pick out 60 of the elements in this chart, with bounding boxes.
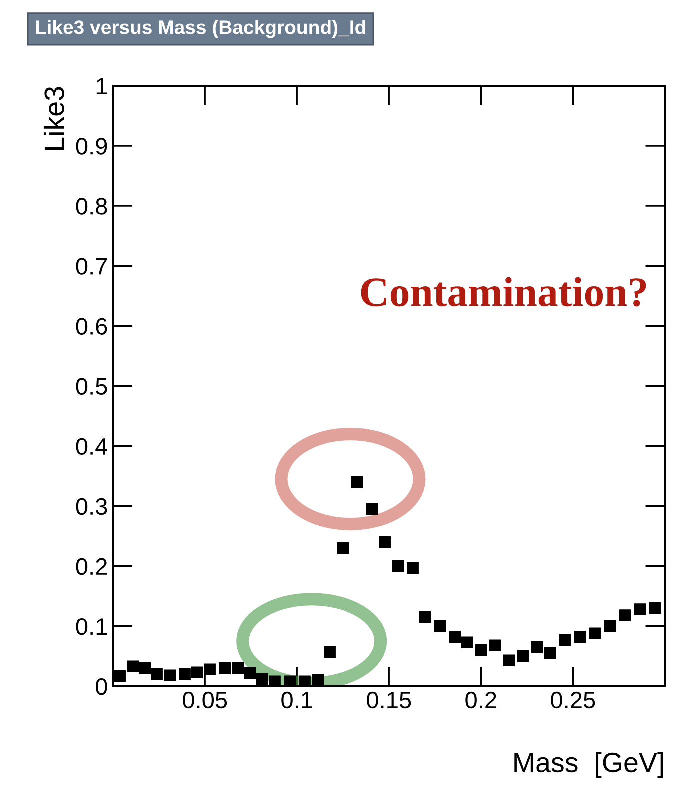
point [475, 644, 488, 656]
point [164, 670, 176, 682]
point [449, 631, 462, 644]
x-tick-label: 0.15 [367, 692, 412, 709]
y-tick-label: 0.4 [76, 438, 108, 456]
point [634, 604, 646, 616]
y-tick-label: 0.6 [76, 318, 108, 335]
point [544, 648, 556, 660]
y-tick-label: 0.2 [76, 558, 108, 576]
point [269, 676, 281, 686]
point [312, 674, 324, 686]
point [151, 668, 163, 680]
y-tick-label: 0 [96, 678, 108, 696]
point [589, 628, 602, 640]
point [219, 662, 232, 674]
point [244, 667, 256, 680]
point [649, 602, 662, 614]
y-tick-label: 0.7 [76, 258, 108, 275]
x-tick-label: 0.05 [183, 692, 228, 709]
point [619, 610, 632, 622]
point [531, 642, 544, 654]
point [284, 676, 296, 686]
point [434, 620, 446, 632]
point [232, 662, 244, 674]
point [604, 620, 616, 632]
point [337, 542, 350, 554]
point [351, 476, 364, 488]
point [366, 503, 378, 516]
point [256, 673, 268, 686]
point [517, 650, 530, 662]
chart-title: Like3 versus Mass (Background)_Id [36, 20, 366, 38]
point [392, 560, 404, 572]
point [114, 670, 126, 682]
point [489, 640, 502, 652]
point [419, 611, 432, 624]
point [324, 646, 336, 658]
point [179, 668, 191, 680]
point [204, 664, 216, 676]
point [407, 562, 419, 574]
point [139, 662, 151, 674]
x-tick-label: 0.1 [282, 692, 312, 709]
point [299, 676, 311, 686]
y-tick-label: 0.9 [76, 138, 108, 155]
y-tick-label: 0.1 [76, 618, 108, 636]
y-tick-label: 0.5 [76, 378, 108, 396]
point [379, 536, 391, 548]
point [503, 654, 516, 667]
x-tick-label: 0.2 [466, 692, 496, 709]
point [559, 634, 572, 646]
point [127, 660, 140, 673]
y-axis-title: Like3 [44, 87, 64, 150]
x-axis-title: Mass [GeV] [514, 752, 664, 778]
point [461, 636, 474, 648]
point [191, 666, 204, 679]
x-tick-label: 0.25 [551, 692, 596, 709]
y-tick-label: 0.3 [76, 498, 108, 516]
point [574, 631, 586, 644]
y-tick-label: 0.8 [76, 198, 108, 215]
annotation: Contamination? [361, 277, 646, 307]
y-tick-label: 1 [96, 78, 108, 95]
